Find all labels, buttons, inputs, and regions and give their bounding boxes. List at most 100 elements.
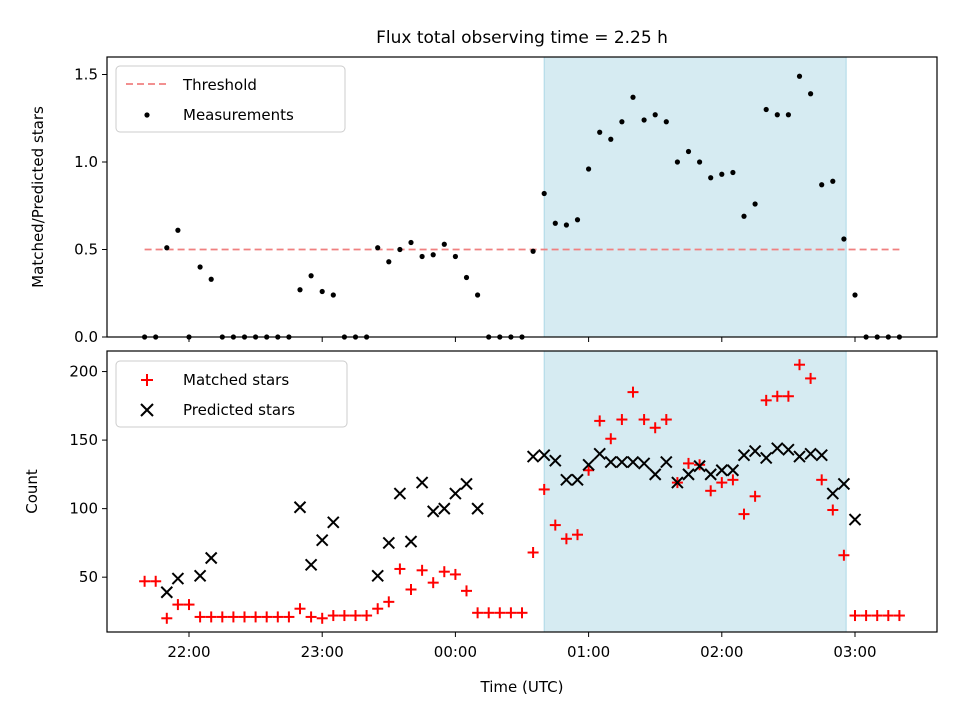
measurement-point bbox=[719, 171, 725, 177]
predicted-marker-b bbox=[815, 448, 828, 462]
matched-star-point bbox=[683, 457, 694, 469]
matched-star-point bbox=[172, 599, 184, 611]
predicted-star-point bbox=[804, 447, 817, 461]
matched-star-point bbox=[372, 603, 384, 615]
matched-star-point bbox=[416, 564, 428, 576]
measurement-point bbox=[663, 119, 669, 125]
matched-star-point bbox=[161, 612, 173, 624]
matched-star-point bbox=[250, 611, 262, 623]
predicted-star-point bbox=[571, 473, 584, 487]
measurement-point bbox=[685, 148, 692, 155]
measurement-point bbox=[630, 94, 636, 100]
predicted-star-point bbox=[704, 468, 717, 481]
matched-star-point bbox=[838, 549, 850, 561]
matched-star-point bbox=[472, 607, 484, 619]
predicted-marker-b bbox=[737, 448, 751, 462]
measurement-point bbox=[563, 222, 570, 228]
predicted-marker-b bbox=[193, 569, 207, 583]
predicted-marker-b bbox=[382, 536, 396, 550]
legend-matched-label: Matched stars bbox=[183, 371, 289, 389]
predicted-star-point bbox=[537, 448, 551, 462]
predicted-star-point bbox=[304, 558, 318, 572]
predicted-star-point bbox=[160, 586, 174, 599]
matched-star-point bbox=[860, 610, 872, 622]
matched-star-point bbox=[893, 610, 905, 622]
predicted-marker-b bbox=[704, 468, 717, 481]
top-legend: Threshold Measurements bbox=[115, 65, 346, 133]
predicted-marker-b bbox=[593, 447, 606, 461]
legend-predicted-swatch bbox=[140, 403, 154, 417]
matched-star-point bbox=[594, 415, 606, 427]
matched-star-point bbox=[727, 474, 739, 486]
matched-star-point bbox=[494, 607, 506, 619]
measurement-point bbox=[208, 276, 214, 282]
legend-threshold-label: Threshold bbox=[182, 76, 257, 94]
predicted-star-point bbox=[526, 450, 540, 463]
matched-star-point bbox=[627, 386, 639, 398]
matched-star-point bbox=[849, 610, 861, 622]
top-y-tick-label: 0.0 bbox=[74, 328, 98, 346]
measurement-point bbox=[796, 73, 803, 79]
predicted-marker-b bbox=[771, 442, 784, 455]
predicted-marker-b bbox=[782, 443, 795, 456]
predicted-marker-b bbox=[371, 569, 384, 583]
predicted-marker-b bbox=[404, 535, 418, 548]
matched-star-point bbox=[549, 519, 561, 531]
matched-star-point bbox=[438, 566, 450, 578]
matched-star-point bbox=[649, 422, 661, 434]
matched-star-point bbox=[394, 563, 406, 575]
top-y-tick-label: 1.5 bbox=[74, 66, 98, 84]
bottom-x-ticks: 22:00 23:00 00:00 01:00 02:00 03:00 bbox=[167, 632, 877, 661]
predicted-star-point bbox=[848, 513, 862, 526]
top-x-ticks bbox=[188, 337, 856, 342]
measurement-point bbox=[175, 227, 181, 233]
matched-star-point bbox=[638, 414, 650, 426]
matched-star-point bbox=[261, 611, 273, 623]
measurement-point bbox=[408, 239, 414, 246]
measurement-point bbox=[530, 248, 536, 254]
predicted-star-point bbox=[404, 535, 418, 548]
predicted-marker-b bbox=[460, 477, 473, 491]
predicted-marker-b bbox=[682, 468, 695, 481]
matched-star-point bbox=[660, 414, 672, 426]
predicted-star-point bbox=[748, 444, 762, 458]
predicted-star-point bbox=[793, 450, 806, 463]
matched-star-point bbox=[605, 433, 617, 445]
predicted-star-point bbox=[327, 516, 340, 529]
measurement-point bbox=[574, 217, 581, 223]
bottom-legend-box bbox=[115, 360, 348, 428]
matched-star-point bbox=[760, 394, 772, 406]
predicted-star-point bbox=[193, 569, 207, 583]
matched-star-point bbox=[538, 483, 550, 495]
measurement-point bbox=[652, 112, 658, 118]
predicted-marker-b bbox=[648, 468, 662, 481]
predicted-marker-b bbox=[837, 477, 851, 491]
legend-matched-swatch bbox=[141, 374, 153, 386]
matched-star-point bbox=[527, 546, 539, 558]
measurement-point bbox=[397, 246, 403, 253]
matched-star-point bbox=[139, 575, 151, 587]
predicted-star-point bbox=[782, 443, 795, 456]
observing-window-shade bbox=[543, 56, 847, 338]
measurement-point bbox=[708, 175, 714, 181]
matched-star-point bbox=[461, 585, 472, 597]
matched-star-point bbox=[572, 529, 583, 541]
predicted-star-point bbox=[315, 533, 329, 547]
matched-star-point bbox=[794, 359, 805, 371]
predicted-star-point bbox=[393, 487, 407, 500]
measurement-point bbox=[586, 166, 592, 172]
matched-star-point bbox=[771, 390, 783, 402]
matched-star-point bbox=[283, 611, 295, 623]
predicted-star-point bbox=[382, 536, 396, 550]
x-tick-label: 22:00 bbox=[167, 643, 210, 661]
predicted-marker-b bbox=[693, 459, 706, 473]
matched-star-point bbox=[194, 611, 206, 623]
measurement-point bbox=[852, 292, 858, 298]
predicted-marker-b bbox=[848, 513, 862, 526]
matched-star-point bbox=[272, 611, 284, 623]
measurement-point bbox=[164, 245, 170, 251]
matched-star-point bbox=[239, 611, 250, 623]
top-panel: 0.0 0.5 1.0 1.5 Matched/Predicted stars Thr… bbox=[29, 56, 938, 346]
predicted-marker-b bbox=[626, 455, 640, 469]
predicted-star-point bbox=[615, 455, 629, 469]
